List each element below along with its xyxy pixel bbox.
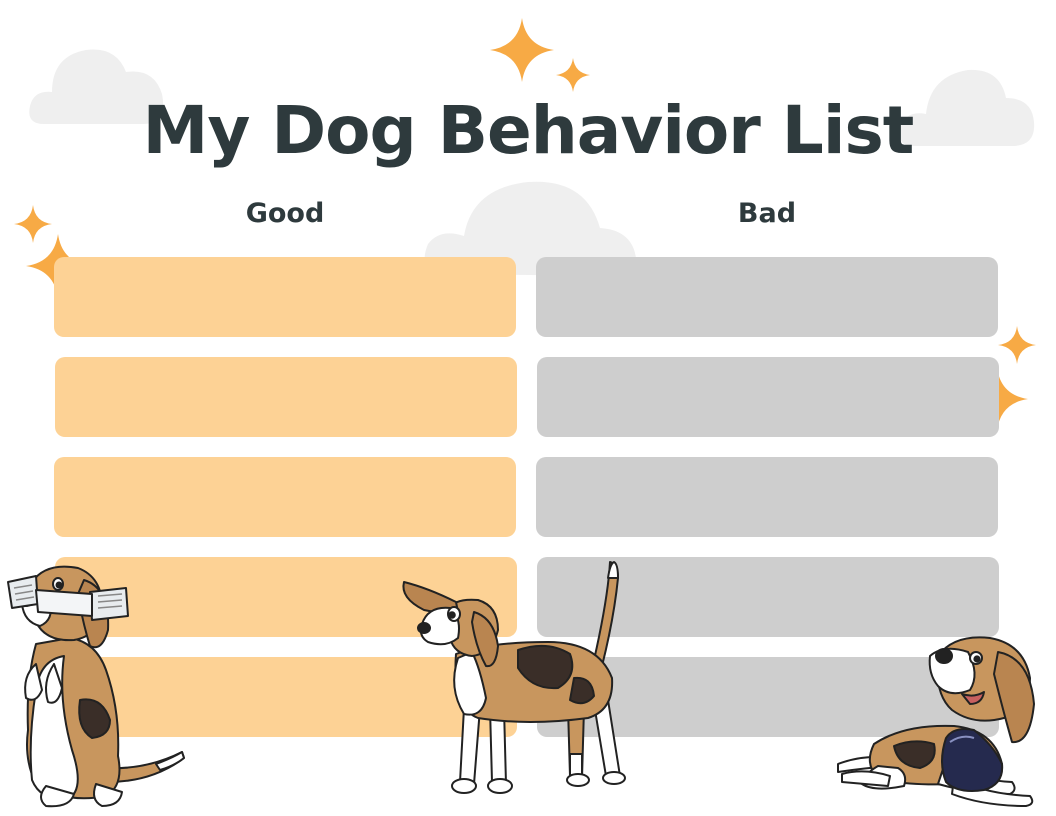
sparkle-icon [490,18,554,82]
bad-column-header: Bad [737,198,797,229]
good-row-3[interactable] [54,457,516,537]
good-column-header: Good [245,198,325,229]
bad-row-1[interactable] [536,257,998,337]
cloud-icon [424,181,637,276]
bad-row-2[interactable] [537,357,999,437]
cloud-icon [29,49,164,124]
bad-row-3[interactable] [536,457,998,537]
cloud-icon [899,69,1035,146]
sparkle-icon [998,326,1036,364]
standing-beagle-illustration [402,561,626,794]
page-title: My Dog Behavior List [142,92,915,169]
bad-row-5[interactable] [537,657,999,737]
sparkle-icon [556,58,590,92]
dog-with-shoe-illustration [837,636,1035,807]
dog-with-newspaper-illustration [7,565,185,808]
good-row-5[interactable] [55,657,517,737]
good-row-1[interactable] [54,257,516,337]
sparkle-icon [14,205,52,243]
good-row-2[interactable] [55,357,517,437]
